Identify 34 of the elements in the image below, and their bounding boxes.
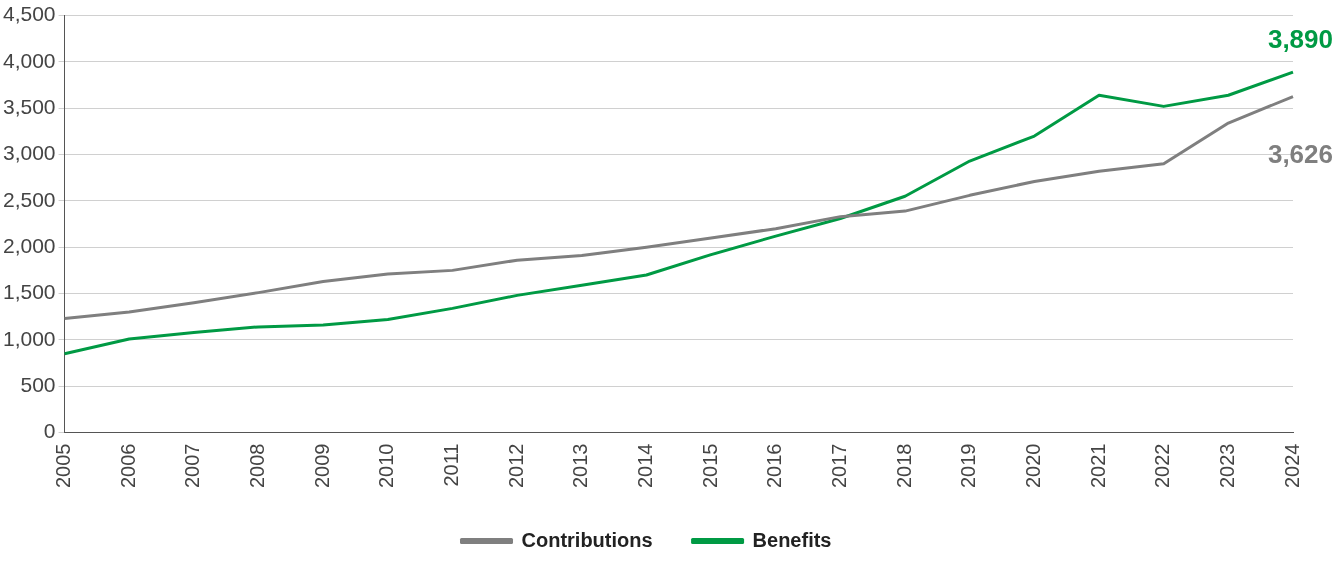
- x-tick-label: 2006: [116, 443, 139, 489]
- y-tick-label: 500: [20, 372, 56, 396]
- data-label: 3,626: [1267, 138, 1333, 169]
- x-tick-label: 2024: [1280, 443, 1303, 489]
- x-tick-label: 2023: [1215, 443, 1238, 489]
- x-tick-label: 2015: [698, 443, 721, 489]
- y-tick-label: 1,000: [2, 326, 56, 350]
- y-tick-label: 2,500: [2, 187, 56, 211]
- y-tick-label: 3,000: [2, 141, 56, 165]
- x-tick-label: 2005: [52, 443, 75, 489]
- data-label: 3,890: [1267, 24, 1333, 55]
- x-tick-label: 2017: [827, 443, 850, 489]
- x-tick-label: 2016: [763, 443, 786, 489]
- x-tick-label: 2018: [892, 443, 915, 489]
- x-tick-label: 2009: [310, 443, 333, 489]
- x-tick-label: 2008: [246, 443, 269, 489]
- x-tick-label: 2010: [375, 443, 398, 489]
- x-tick-label: 2011: [440, 443, 462, 487]
- x-tick-label: 2019: [957, 443, 980, 489]
- y-tick-label: 4,500: [2, 2, 56, 26]
- x-tick-label: 2014: [633, 443, 656, 489]
- y-tick-label: 2,000: [2, 234, 56, 258]
- y-tick-label: 3,500: [2, 95, 56, 119]
- x-tick-label: 2020: [1021, 443, 1044, 489]
- x-tick-label: 2022: [1151, 443, 1174, 489]
- x-tick-label: 2007: [181, 443, 204, 489]
- legend-label: Contributions: [521, 528, 653, 551]
- x-tick-label: 2013: [569, 443, 592, 489]
- y-tick-label: 1,500: [2, 280, 56, 304]
- y-tick-label: 4,000: [2, 48, 56, 72]
- legend-label: Benefits: [752, 528, 832, 551]
- x-tick-label: 2021: [1086, 443, 1109, 489]
- x-tick-label: 2012: [504, 443, 527, 489]
- y-tick-label: 0: [43, 419, 56, 443]
